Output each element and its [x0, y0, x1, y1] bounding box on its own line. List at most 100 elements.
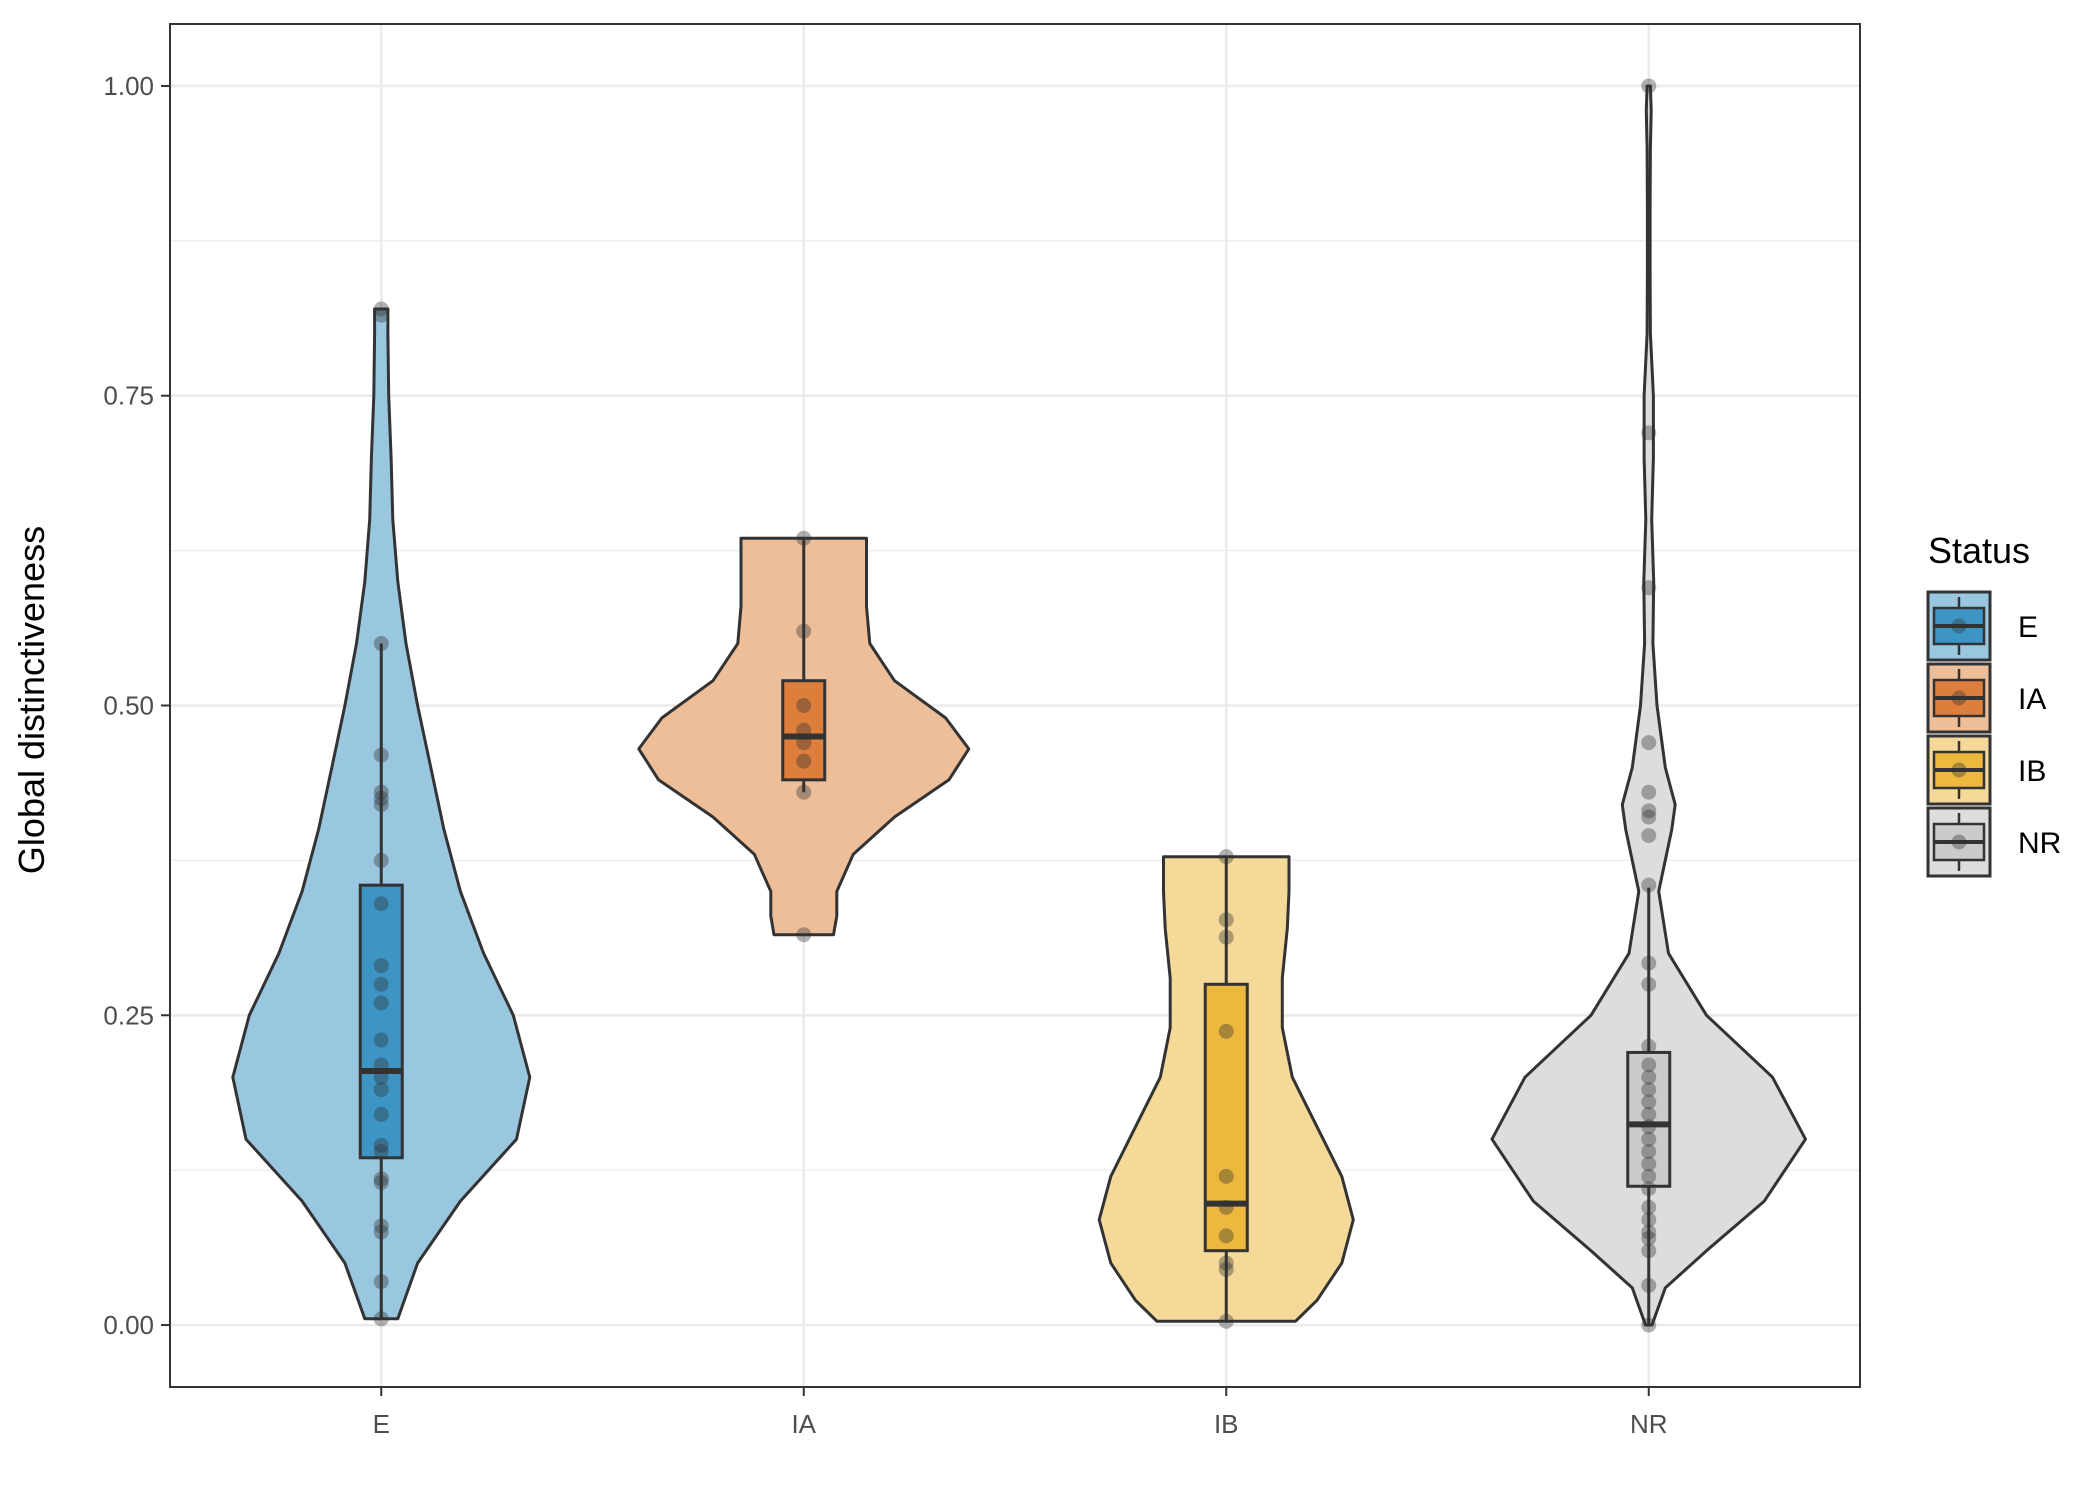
point-e — [373, 747, 389, 763]
point-e — [373, 1218, 389, 1234]
point-ib — [1218, 849, 1234, 865]
point-nr — [1641, 1199, 1657, 1215]
point-nr — [1641, 1212, 1657, 1228]
point-e — [373, 784, 389, 800]
y-axis-title: Global distinctiveness — [11, 526, 52, 874]
point-nr — [1641, 1230, 1657, 1246]
point-e — [373, 976, 389, 992]
point-nr — [1641, 1243, 1657, 1259]
box-e — [358, 883, 404, 1160]
y-tick-label: 0.75 — [103, 381, 154, 411]
point-e — [373, 852, 389, 868]
point-ib — [1218, 1199, 1234, 1215]
point-ib — [1218, 1228, 1234, 1244]
point-nr — [1641, 1168, 1657, 1184]
point-ia — [796, 753, 812, 769]
point-nr — [1641, 735, 1657, 751]
point-e — [373, 1057, 389, 1073]
point-ia — [796, 784, 812, 800]
point-e — [373, 1144, 389, 1160]
legend: Status E IA IB NR — [1926, 530, 2061, 878]
point-e — [373, 1137, 389, 1153]
point-e — [373, 995, 389, 1011]
point-e — [373, 307, 389, 323]
point-nr — [1641, 809, 1657, 825]
point-e — [373, 1274, 389, 1290]
point-nr — [1641, 1057, 1657, 1073]
point-nr — [1641, 580, 1657, 596]
y-tick-label: 0.25 — [103, 1000, 154, 1030]
point-ia — [796, 623, 812, 639]
x-tick-label: IA — [791, 1409, 816, 1439]
legend-key-point — [1951, 762, 1967, 778]
legend-label: E — [2018, 611, 2038, 644]
point-e — [373, 1311, 389, 1327]
point-nr — [1641, 1317, 1657, 1333]
point-ib — [1218, 1168, 1234, 1184]
legend-item-ia: IA — [1926, 662, 2046, 734]
legend-label: IA — [2018, 683, 2046, 716]
x-tick-label: E — [373, 1409, 390, 1439]
point-ia — [796, 722, 812, 738]
point-nr — [1641, 877, 1657, 893]
point-ib — [1218, 1255, 1234, 1271]
point-nr — [1641, 425, 1657, 441]
legend-key-point — [1951, 618, 1967, 634]
point-ib — [1218, 1313, 1234, 1329]
point-e — [373, 896, 389, 912]
point-ib — [1218, 1261, 1234, 1277]
point-ib — [1218, 1023, 1234, 1039]
point-nr — [1641, 1224, 1657, 1240]
point-e — [373, 1224, 389, 1240]
point-e — [373, 790, 389, 806]
point-e — [373, 958, 389, 974]
point-nr — [1641, 976, 1657, 992]
point-ib — [1218, 912, 1234, 928]
legend-title: Status — [1928, 530, 2030, 571]
point-nr — [1641, 784, 1657, 800]
point-e — [373, 1082, 389, 1098]
point-nr — [1641, 1156, 1657, 1172]
legend-item-nr: NR — [1926, 806, 2061, 878]
point-nr — [1641, 1082, 1657, 1098]
point-e — [373, 1106, 389, 1122]
point-ia — [796, 735, 812, 751]
point-ia — [796, 698, 812, 713]
point-nr — [1641, 1131, 1657, 1147]
point-nr — [1641, 1069, 1657, 1085]
legend-label: IB — [2018, 755, 2046, 788]
point-e — [373, 1171, 389, 1187]
legend-item-ib: IB — [1926, 734, 2046, 806]
point-ia — [796, 530, 812, 546]
point-nr — [1641, 1106, 1657, 1122]
point-nr — [1641, 1277, 1657, 1293]
point-nr — [1641, 1144, 1657, 1160]
point-nr — [1641, 78, 1657, 94]
x-tick-label: IB — [1214, 1409, 1239, 1439]
x-tick-label: NR — [1630, 1409, 1668, 1439]
point-ia — [796, 927, 812, 943]
legend-item-e: E — [1926, 590, 2038, 662]
x-axis: E IA IB NR — [373, 1387, 1668, 1439]
point-nr — [1641, 828, 1657, 844]
box-nr — [1626, 1050, 1672, 1188]
point-nr — [1641, 1038, 1657, 1054]
legend-label: NR — [2018, 827, 2061, 860]
point-e — [373, 1069, 389, 1085]
legend-key-point — [1951, 834, 1967, 850]
point-nr — [1641, 1119, 1657, 1135]
legend-key-point — [1951, 690, 1967, 706]
y-axis: 0.00 0.25 0.50 0.75 1.00 — [103, 71, 170, 1340]
y-tick-label: 0.00 — [103, 1310, 154, 1340]
data-points — [373, 78, 1657, 1333]
point-ib — [1218, 929, 1234, 945]
point-e — [373, 797, 389, 813]
violin-nr — [1490, 84, 1807, 1327]
point-nr — [1641, 1094, 1657, 1110]
point-e — [373, 1032, 389, 1048]
point-e — [373, 301, 389, 317]
y-tick-label: 0.50 — [103, 691, 154, 721]
point-nr — [1641, 1181, 1657, 1197]
point-e — [373, 1175, 389, 1191]
